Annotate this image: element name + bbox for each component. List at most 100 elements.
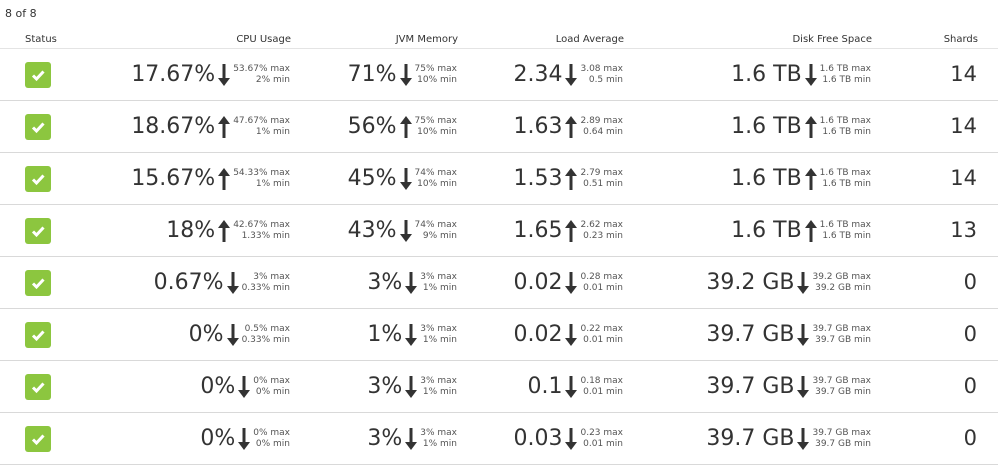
max-value: 0.18 max: [580, 375, 623, 386]
trend-arrow-down: [565, 323, 578, 346]
metric-cell: 0% 0% max 0% min: [200, 413, 290, 464]
min-max: 0.22 max 0.01 min: [580, 324, 623, 346]
metric-cell: 0.02 0.28 max 0.01 min: [514, 257, 624, 308]
min-value: 1.6 TB min: [822, 126, 871, 137]
metric-cell: 39.7 GB 39.7 GB max 39.7 GB min: [706, 361, 871, 412]
min-value: 0.01 min: [583, 386, 623, 397]
result-count: 8 of 8: [5, 7, 37, 20]
max-value: 2.89 max: [580, 115, 623, 126]
status-check: [25, 270, 51, 296]
min-value: 0.33% min: [241, 334, 290, 345]
metric-cell: 18.67% 47.67% max 1% min: [131, 101, 290, 152]
max-value: 3% max: [420, 271, 457, 282]
trend-arrow-up: [218, 115, 231, 138]
min-max: 53.67% max 2% min: [233, 64, 290, 86]
column-header: CPU Usage: [236, 34, 291, 45]
shard-count: 0: [963, 270, 977, 294]
max-value: 3% max: [253, 271, 290, 282]
column-header: Status: [25, 34, 57, 45]
metric-value: 45%: [347, 166, 397, 191]
check-icon: [31, 226, 45, 238]
trend-arrow-down: [238, 375, 251, 398]
metric-value: 17.67%: [131, 62, 216, 87]
max-value: 75% max: [414, 63, 457, 74]
metric-value: 0.67%: [153, 270, 224, 295]
trend-arrow-down: [399, 219, 412, 242]
trend-arrow-down: [565, 63, 578, 86]
table-row: 17.67% 53.67% max 2% min 71% 75% max 10% min 2…: [0, 49, 998, 101]
metric-cell: 1% 3% max 1% min: [367, 309, 457, 360]
min-max: 2.79 max 0.51 min: [580, 168, 623, 190]
table-row: 0% 0% max 0% min 3% 3% max 1% min 0.1 0.18 max 0…: [0, 361, 998, 413]
min-value: 1.6 TB min: [822, 74, 871, 85]
trend-arrow-down: [405, 375, 418, 398]
min-max: 3% max 1% min: [420, 272, 457, 294]
shard-count: 14: [950, 166, 977, 190]
metric-value: 0.03: [513, 426, 563, 451]
metric-cell: 2.34 3.08 max 0.5 min: [514, 49, 624, 100]
max-value: 3% max: [420, 323, 457, 334]
metric-cell: 39.2 GB 39.2 GB max 39.2 GB min: [706, 257, 871, 308]
trend-arrow-down: [804, 63, 817, 86]
metric-value: 1.6 TB: [731, 114, 802, 139]
metric-value: 0.02: [513, 322, 563, 347]
column-header: Load Average: [555, 34, 624, 45]
table-row: 15.67% 54.33% max 1% min 45% 74% max 10% min 1…: [0, 153, 998, 205]
trend-arrow-down: [797, 323, 810, 346]
trend-arrow-down: [405, 271, 418, 294]
metric-cell: 56% 75% max 10% min: [348, 101, 457, 152]
min-max: 54.33% max 1% min: [233, 168, 290, 190]
trend-arrow-down: [797, 375, 810, 398]
trend-arrow-up: [399, 115, 412, 138]
min-value: 39.7 GB min: [815, 386, 871, 397]
check-icon: [31, 70, 45, 82]
metric-cell: 0% 0.5% max 0.33% min: [189, 309, 290, 360]
metric-value: 39.7 GB: [706, 322, 795, 347]
trend-arrow-down: [797, 271, 810, 294]
min-value: 0% min: [255, 386, 290, 397]
metric-cell: 15.67% 54.33% max 1% min: [131, 153, 290, 204]
metric-value: 15.67%: [131, 166, 216, 191]
table-row: 0% 0.5% max 0.33% min 1% 3% max 1% min 0.02 0.2…: [0, 309, 998, 361]
table-row: 18% 42.67% max 1.33% min 43% 74% max 9% min 1.…: [0, 205, 998, 257]
min-max: 0.18 max 0.01 min: [580, 376, 623, 398]
min-max: 1.6 TB max 1.6 TB min: [820, 64, 871, 86]
metric-value: 1.65: [513, 218, 563, 243]
metric-value: 0%: [200, 426, 236, 451]
min-value: 9% min: [422, 230, 457, 241]
min-value: 1% min: [422, 438, 457, 449]
trend-arrow-up: [804, 219, 817, 242]
trend-arrow-up: [565, 167, 578, 190]
max-value: 1.6 TB max: [819, 63, 871, 74]
min-max: 3% max 0.33% min: [242, 272, 290, 294]
min-value: 0.01 min: [583, 438, 623, 449]
column-header: Disk Free Space: [792, 34, 872, 45]
min-max: 1.6 TB max 1.6 TB min: [820, 116, 871, 138]
trend-arrow-down: [405, 323, 418, 346]
metric-cell: 3% 3% max 1% min: [367, 361, 457, 412]
metric-value: 2.34: [513, 62, 563, 87]
metric-cell: 43% 74% max 9% min: [348, 205, 457, 256]
min-max: 42.67% max 1.33% min: [233, 220, 290, 242]
trend-arrow-down: [238, 427, 251, 450]
min-max: 3% max 1% min: [420, 376, 457, 398]
min-max: 2.62 max 0.23 min: [580, 220, 623, 242]
table-row: 0.67% 3% max 0.33% min 3% 3% max 1% min 0.02 0.…: [0, 257, 998, 309]
min-value: 10% min: [417, 126, 457, 137]
metric-value: 3%: [367, 426, 403, 451]
min-value: 0.01 min: [583, 282, 623, 293]
min-value: 1% min: [422, 282, 457, 293]
min-max: 0% max 0% min: [253, 376, 290, 398]
metric-value: 3%: [367, 374, 403, 399]
trend-arrow-up: [565, 219, 578, 242]
metric-cell: 0.03 0.23 max 0.01 min: [514, 413, 624, 464]
trend-arrow-down: [565, 375, 578, 398]
shard-count: 0: [963, 374, 977, 398]
status-check: [25, 322, 51, 348]
min-max: 74% max 10% min: [415, 168, 457, 190]
metric-cell: 45% 74% max 10% min: [348, 153, 457, 204]
trend-arrow-down: [405, 427, 418, 450]
status-check: [25, 62, 51, 88]
min-max: 39.7 GB max 39.7 GB min: [812, 324, 871, 346]
check-icon: [31, 434, 45, 446]
